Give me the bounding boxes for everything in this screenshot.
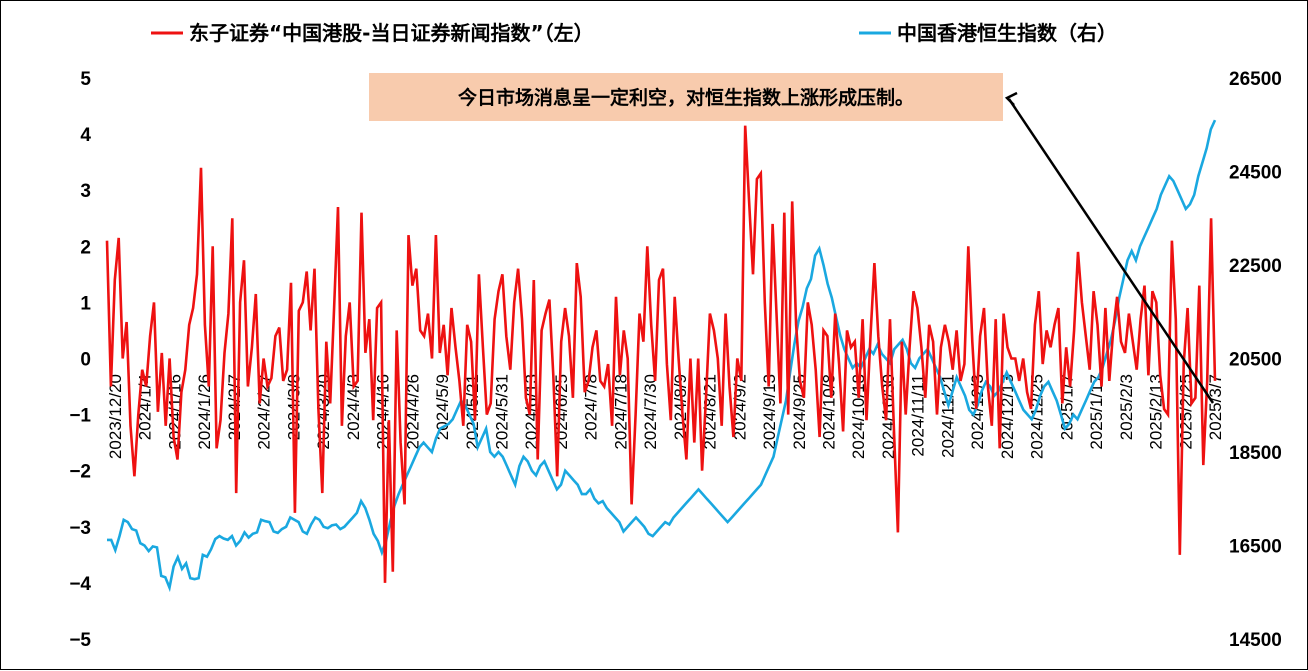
- x-tick-label: 2024/4/3: [344, 374, 363, 440]
- y-right-tick-label: 22500: [1229, 256, 1282, 277]
- y-left-tick-label: 5: [80, 69, 91, 90]
- x-tick-label: 2025/1/7: [1057, 374, 1076, 440]
- x-tick-label: 2025/3/7: [1206, 374, 1225, 440]
- x-tick-label: 2024/12/13: [998, 374, 1017, 459]
- annotation-text: 今日市场消息呈一定利空，对恒生指数上涨形成压制。: [457, 86, 914, 109]
- y-left-tick-label: −4: [69, 574, 91, 595]
- x-tick-label: 2024/7/18: [611, 374, 630, 450]
- annotation-arrow-head: [1004, 91, 1018, 106]
- y-left-tick-label: 4: [80, 125, 91, 146]
- x-tick-label: 2025/2/13: [1147, 374, 1166, 450]
- y-right-tick-label: 24500: [1229, 163, 1282, 184]
- y-right-tick-label: 26500: [1229, 69, 1282, 90]
- y-left-tick-label: −2: [69, 462, 91, 483]
- x-tick-label: 2024/5/31: [492, 374, 511, 450]
- x-tick-label: 2024/11/11: [909, 374, 928, 457]
- y-left-tick-label: −1: [69, 406, 91, 427]
- y-left-tick-label: 1: [80, 293, 91, 314]
- x-tick-label: 2024/8/9: [671, 374, 690, 440]
- x-tick-label: 2025/1/17: [1087, 374, 1106, 450]
- y-left-tick-label: 0: [80, 350, 91, 371]
- y-axis-left: 5 4 3 2 1 0 −1 −2 −3 −4 −5: [69, 69, 91, 651]
- legend-label-right-series: 中国香港恒生指数（右）: [897, 21, 1117, 45]
- series-line-hang-seng-index: [107, 119, 1217, 593]
- series-line-news-index: [105, 125, 1217, 583]
- legend-label-left-series: 东子证券“中国港股-当日证券新闻指数”（左）: [189, 21, 594, 45]
- y-right-tick-label: 18500: [1229, 443, 1282, 464]
- x-tick-label: 2024/9/25: [790, 374, 809, 450]
- y-left-tick-label: 2: [80, 237, 91, 258]
- x-tick-label: 2024/2/27: [255, 374, 274, 450]
- y-axis-right: 26500 24500 22500 20500 18500 16500 14500: [1229, 69, 1282, 651]
- y-right-tick-label: 14500: [1229, 630, 1282, 651]
- legend: 东子证券“中国港股-当日证券新闻指数”（左） 中国香港恒生指数（右）: [151, 21, 1117, 45]
- y-left-tick-label: −5: [69, 630, 91, 651]
- x-tick-label: 2024/5/9: [433, 374, 452, 440]
- y-left-tick-label: 3: [80, 181, 91, 202]
- x-tick-label: 2024/7/30: [641, 374, 660, 450]
- x-tick-label: 2024/9/13: [760, 374, 779, 450]
- x-tick-label: 2024/10/8: [820, 374, 839, 450]
- annotation-arrow-line: [1007, 98, 1215, 404]
- x-axis-tick-labels: 2023/12/20 2024/1/4 2024/1/16 2024/1/26 2024…: [106, 374, 1225, 459]
- x-tick-label: 2024/4/26: [403, 374, 422, 450]
- x-tick-label: 2024/1/26: [195, 374, 214, 450]
- x-tick-label: 2025/2/3: [1117, 374, 1136, 440]
- y-right-tick-label: 16500: [1229, 537, 1282, 558]
- annotation-box: [369, 73, 1003, 121]
- y-left-tick-label: −3: [69, 518, 91, 539]
- x-tick-label: 2023/12/20: [106, 374, 125, 459]
- annotation: 今日市场消息呈一定利空，对恒生指数上涨形成压制。: [369, 73, 1215, 404]
- y-right-tick-label: 20500: [1229, 350, 1282, 371]
- x-tick-label: 2024/10/18: [849, 374, 868, 459]
